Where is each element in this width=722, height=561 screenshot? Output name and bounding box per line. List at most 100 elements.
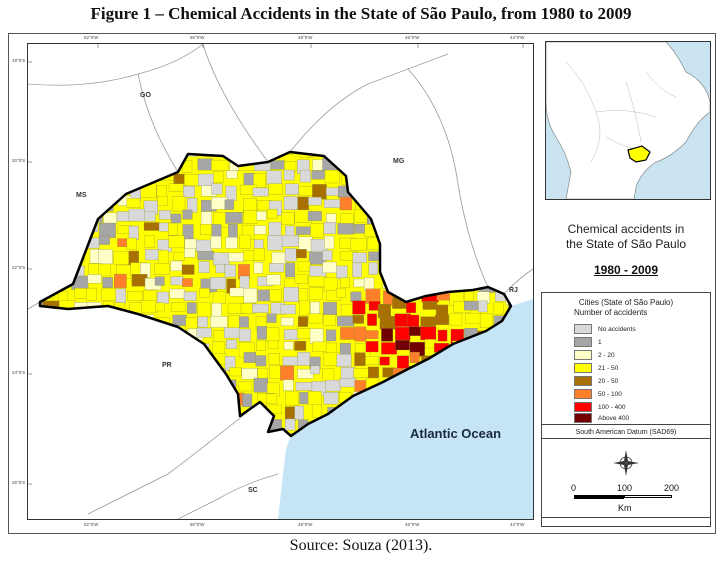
municipality-patch: [46, 356, 62, 369]
municipality-patch: [183, 418, 195, 429]
municipality-patch: [238, 381, 253, 392]
municipality-patch: [395, 339, 410, 351]
municipality-patch: [478, 170, 490, 181]
municipality-patch: [127, 152, 138, 161]
municipality-patch: [323, 314, 337, 326]
municipality-patch: [157, 432, 169, 436]
municipality-patch: [226, 339, 238, 349]
municipality-patch: [197, 251, 215, 261]
municipality-patch: [435, 314, 449, 325]
municipality-patch: [196, 327, 212, 338]
municipality-patch: [424, 339, 436, 349]
municipality-patch: [411, 274, 424, 286]
municipality-patch: [241, 430, 253, 436]
municipality-patch: [170, 213, 182, 224]
municipality-patch: [141, 300, 158, 314]
municipality-patch: [435, 261, 445, 272]
municipality-patch: [183, 432, 196, 436]
municipality-patch: [406, 186, 419, 201]
municipality-patch: [173, 379, 190, 394]
municipality-patch: [325, 379, 341, 392]
scale-unit: Km: [618, 503, 632, 513]
municipality-patch: [352, 252, 367, 263]
municipality-patch: [409, 160, 420, 169]
municipality-patch: [504, 186, 511, 199]
municipality-patch: [243, 152, 259, 162]
municipality-patch: [74, 380, 90, 390]
municipality-patch: [213, 171, 224, 183]
municipality-patch: [215, 263, 225, 274]
municipality-patch: [307, 211, 322, 221]
municipality-patch: [57, 262, 67, 272]
municipality-patch: [493, 196, 510, 207]
municipality-patch: [257, 367, 268, 380]
municipality-patch: [102, 277, 113, 288]
municipality-patch: [127, 291, 143, 302]
municipality-patch: [294, 274, 308, 284]
municipality-patch: [392, 264, 402, 276]
municipality-patch: [127, 417, 140, 431]
coord-bottom-2: 50°0'W: [190, 522, 205, 527]
municipality-patch: [46, 197, 60, 213]
municipality-patch: [297, 261, 311, 272]
compass-icon: [613, 450, 639, 476]
municipality-patch: [199, 288, 210, 298]
municipality-patch: [522, 186, 533, 197]
municipality-patch: [462, 182, 473, 195]
legend-box-title: Cities (State of São Paulo): [578, 298, 674, 307]
municipality-patch: [285, 262, 296, 278]
coord-bottom-3: 48°0'W: [298, 522, 313, 527]
municipality-patch: [266, 313, 277, 323]
municipality-patch: [381, 342, 397, 355]
municipality-patch: [40, 171, 41, 181]
municipality-patch: [379, 225, 392, 238]
coord-left-4: 24°0'S: [12, 370, 26, 375]
municipality-patch: [339, 378, 357, 388]
municipality-patch: [213, 380, 231, 393]
municipality-patch: [280, 317, 294, 327]
municipality-patch: [295, 226, 313, 235]
municipality-patch: [283, 379, 294, 391]
municipality-patch: [145, 369, 162, 385]
municipality-patch: [508, 211, 511, 225]
municipality-patch: [337, 316, 355, 327]
municipality-patch: [533, 173, 534, 184]
coord-left-3: 22°0'S: [12, 265, 26, 270]
municipality-patch: [89, 317, 105, 330]
municipality-patch: [296, 249, 307, 259]
legend-swatch: [574, 402, 592, 412]
municipality-patch: [268, 183, 283, 195]
municipality-patch: [323, 392, 339, 405]
municipality-patch: [40, 408, 44, 422]
municipality-patch: [336, 265, 348, 279]
municipality-patch: [438, 199, 449, 212]
municipality-patch: [86, 447, 100, 462]
municipality-patch: [369, 197, 384, 213]
municipality-patch: [42, 315, 53, 329]
municipality-patch: [448, 278, 460, 288]
municipality-patch: [478, 249, 491, 263]
municipality-patch: [422, 159, 438, 169]
municipality-patch: [255, 355, 267, 367]
municipality-patch: [212, 291, 226, 304]
municipality-patch: [349, 152, 366, 156]
municipality-patch: [43, 418, 58, 429]
municipality-patch: [368, 186, 383, 196]
municipality-patch: [271, 251, 287, 265]
legend-row-1: 1: [574, 337, 602, 347]
municipality-patch: [62, 446, 71, 460]
municipality-patch: [523, 238, 532, 248]
municipality-patch: [453, 183, 471, 193]
municipality-patch: [171, 196, 186, 212]
municipality-patch: [336, 354, 352, 367]
municipality-patch: [395, 326, 411, 341]
municipality-patch: [394, 223, 412, 238]
municipality-patch: [354, 352, 366, 366]
municipality-patch: [98, 249, 113, 265]
municipality-patch: [158, 379, 169, 388]
municipality-patch: [113, 312, 126, 327]
municipality-patch: [268, 221, 282, 236]
municipality-patch: [509, 262, 511, 273]
municipality-patch: [157, 446, 173, 458]
municipality-patch: [438, 236, 451, 251]
